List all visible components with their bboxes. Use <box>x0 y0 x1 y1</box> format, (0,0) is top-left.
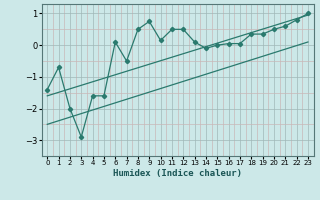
X-axis label: Humidex (Indice chaleur): Humidex (Indice chaleur) <box>113 169 242 178</box>
